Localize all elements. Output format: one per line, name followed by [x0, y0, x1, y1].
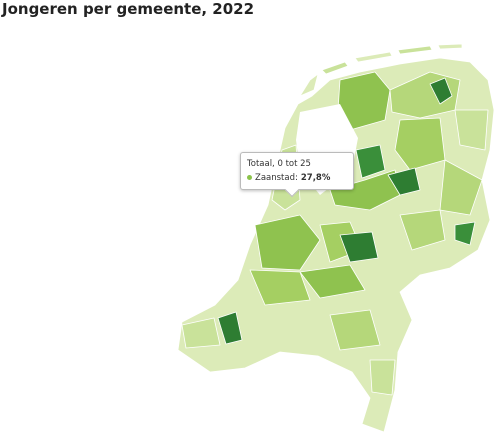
- region: [254, 214, 321, 271]
- region: [454, 221, 476, 246]
- tooltip-municipality: Zaanstad:: [255, 173, 298, 183]
- region: [439, 159, 483, 216]
- region: [399, 209, 446, 251]
- region: [394, 117, 446, 171]
- region: [299, 264, 366, 299]
- region: [329, 309, 381, 351]
- tooltip: Totaal, 0 tot 25 Zaanstad: 27,8%: [240, 152, 354, 190]
- region: [355, 144, 386, 179]
- island: [397, 45, 433, 55]
- region: [387, 167, 421, 196]
- tooltip-row: Zaanstad: 27,8%: [247, 171, 347, 185]
- title: Jongeren per gemeente, 2022: [2, 0, 255, 18]
- region: [369, 359, 396, 396]
- tooltip-value: 27,8%: [300, 173, 331, 183]
- island: [321, 61, 349, 75]
- region: [454, 109, 489, 151]
- region: [217, 311, 243, 345]
- region: [339, 231, 379, 263]
- region: [429, 77, 453, 105]
- island: [299, 73, 319, 97]
- tooltip-series: Totaal, 0 tot 25: [247, 159, 311, 169]
- region: [181, 317, 221, 349]
- island: [437, 43, 463, 50]
- island: [354, 51, 393, 63]
- legend-dot: [247, 175, 252, 180]
- region: [249, 269, 311, 306]
